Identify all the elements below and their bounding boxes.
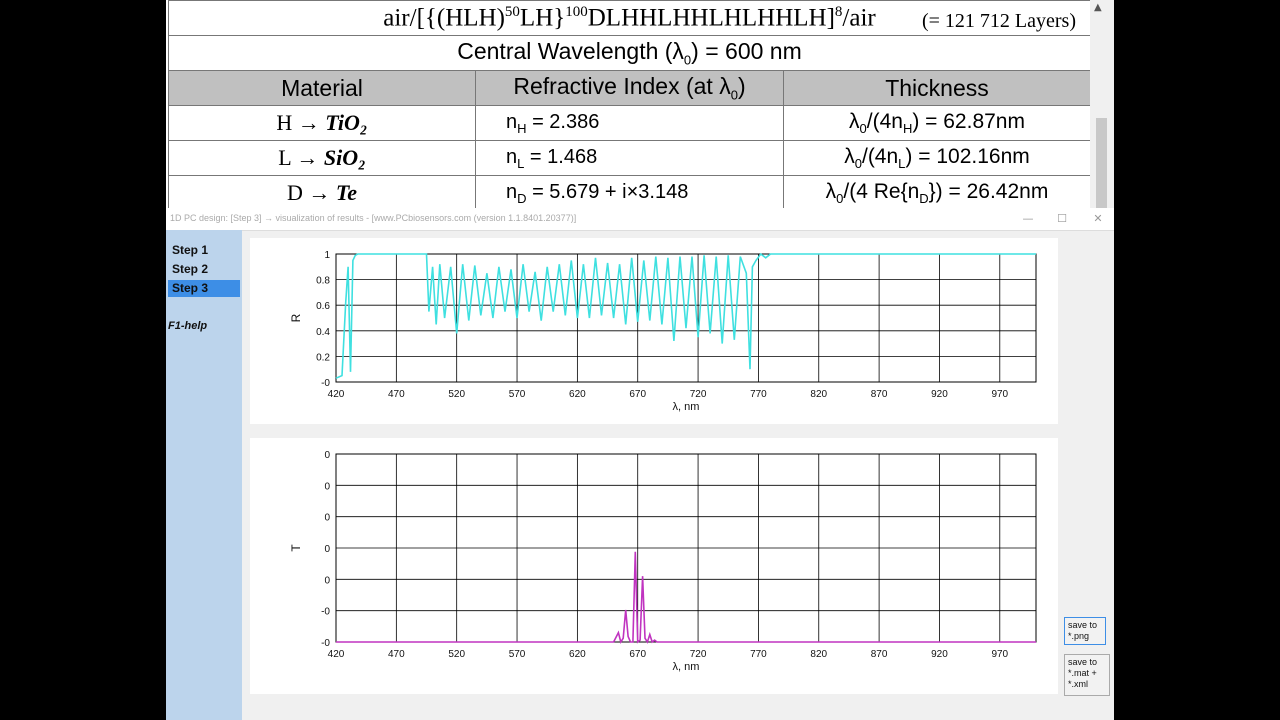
x-tick-label: 670 xyxy=(629,389,646,400)
material-row: D → Te nD = 5.679 + i×3.148 λ0/(4 Re{nD}… xyxy=(168,175,1091,210)
reflectance-chart-panel: 420 470 520 570 620 670 720 770 820 870 920 970 1 0.8… xyxy=(250,238,1058,424)
x-tick-label: 870 xyxy=(871,649,888,660)
thickness-cell: λ0/(4 Re{nD}) = 26.42nm xyxy=(783,175,1091,210)
x-tick-label: 670 xyxy=(629,649,646,660)
material-cell: D → Te xyxy=(168,175,476,210)
x-tick-label: 770 xyxy=(750,389,767,400)
x-tick-label: 970 xyxy=(991,389,1008,400)
layer-count: (= 121 712 Layers) xyxy=(921,10,1076,32)
reflectance-chart: 420 470 520 570 620 670 720 770 820 870 920 970 1 0.8… xyxy=(289,250,1037,413)
header-thickness: Thickness xyxy=(783,70,1091,106)
x-tick-label: 420 xyxy=(328,649,345,660)
window-title: 1D PC design: [Step 3] → visualization o… xyxy=(170,213,577,223)
x-axis-label: λ, nm xyxy=(673,401,700,413)
material-cell: H → TiO₂ xyxy=(168,105,476,141)
material-row: H → TiO₂ nH = 2.386 λ0/(4nH) = 62.87nm xyxy=(168,105,1091,141)
header-material: Material xyxy=(168,70,476,106)
plot-area xyxy=(335,253,1037,383)
structure-formula: air/[{(HLH)50LH}100DLHHLHHLHLHHLH]8/air … xyxy=(168,0,1091,36)
header-refractive-index: Refractive Index (at λ0) xyxy=(475,70,784,106)
x-tick-label: 620 xyxy=(569,649,586,660)
minimize-icon[interactable]: — xyxy=(1022,212,1034,225)
material-row: L → SiO₂ nL = 1.468 λ0/(4nL) = 102.16nm xyxy=(168,140,1091,176)
step-3-item[interactable]: Step 3 xyxy=(168,280,240,297)
x-tick-label: 820 xyxy=(810,649,827,660)
transmittance-chart: 420 470 520 570 620 670 720 770 820 870 920 970 0 0 0 0… xyxy=(289,450,1037,673)
save-mat-xml-button[interactable]: save to *.mat + *.xml xyxy=(1064,654,1110,696)
x-tick-label: 720 xyxy=(690,389,707,400)
step-2-item[interactable]: Step 2 xyxy=(172,262,209,276)
y-tick-label: -0 xyxy=(321,378,330,389)
index-cell: nL = 1.468 xyxy=(475,140,784,176)
y-tick-label: 1 xyxy=(324,250,330,261)
close-icon[interactable]: ✕ xyxy=(1093,212,1103,225)
y-tick-label: -0 xyxy=(321,607,330,618)
scrollbar-thumb[interactable] xyxy=(1096,118,1107,208)
x-tick-label: 570 xyxy=(509,649,526,660)
y-tick-label: 0 xyxy=(324,450,330,461)
y-tick-label: 0.2 xyxy=(316,352,330,363)
y-tick-label: 0 xyxy=(324,513,330,524)
index-cell: nH = 2.386 xyxy=(475,105,784,141)
save-png-button[interactable]: save to *.png xyxy=(1064,617,1106,645)
y-tick-label: 0.8 xyxy=(316,276,330,287)
y-tick-label: 0 xyxy=(324,544,330,555)
y-tick-label: 0 xyxy=(324,575,330,586)
x-tick-label: 970 xyxy=(991,649,1008,660)
y-tick-label: -0 xyxy=(321,638,330,649)
step-1-item[interactable]: Step 1 xyxy=(172,243,209,257)
x-tick-label: 420 xyxy=(328,389,345,400)
x-tick-label: 570 xyxy=(509,389,526,400)
material-cell: L → SiO₂ xyxy=(168,140,476,176)
y-axis-label: R xyxy=(289,313,303,322)
step-sidebar: Step 1 Step 2 Step 3 F1-help xyxy=(166,230,242,720)
title-bar[interactable]: 1D PC design: [Step 3] → visualization o… xyxy=(166,208,1114,231)
x-tick-label: 720 xyxy=(690,649,707,660)
x-tick-label: 470 xyxy=(388,389,405,400)
spec-table: air/[{(HLH)50LH}100DLHHLHHLHLHHLH]8/air … xyxy=(168,0,1091,210)
x-tick-label: 770 xyxy=(750,649,767,660)
x-tick-label: 820 xyxy=(810,389,827,400)
help-link[interactable]: F1-help xyxy=(168,320,208,332)
x-axis-label: λ, nm xyxy=(673,661,700,673)
thickness-cell: λ0/(4nH) = 62.87nm xyxy=(783,105,1091,141)
scroll-up-icon[interactable]: ▲ xyxy=(1094,2,1102,13)
series-line xyxy=(336,551,1036,644)
series-line xyxy=(335,252,1036,379)
x-tick-label: 870 xyxy=(871,389,888,400)
x-tick-label: 920 xyxy=(931,649,948,660)
x-tick-label: 620 xyxy=(569,389,586,400)
spec-document: air/[{(HLH)50LH}100DLHHLHHLHLHHLH]8/air … xyxy=(166,0,1114,210)
y-tick-label: 0 xyxy=(324,481,330,492)
document-scrollbar[interactable]: ▲ xyxy=(1090,0,1114,210)
x-tick-label: 920 xyxy=(931,389,948,400)
transmittance-chart-panel: 420 470 520 570 620 670 720 770 820 870 920 970 0 0 0 0… xyxy=(250,438,1058,694)
x-tick-label: 520 xyxy=(448,389,465,400)
x-tick-label: 470 xyxy=(388,649,405,660)
maximize-icon[interactable]: ☐ xyxy=(1057,212,1067,225)
index-cell: nD = 5.679 + i×3.148 xyxy=(475,175,784,210)
y-tick-label: 0.6 xyxy=(316,301,330,312)
y-axis-label: T xyxy=(289,544,303,552)
x-tick-label: 520 xyxy=(448,649,465,660)
central-wavelength: Central Wavelength (λ0) = 600 nm xyxy=(168,35,1091,71)
thickness-cell: λ0/(4nL) = 102.16nm xyxy=(783,140,1091,176)
app-window: 1D PC design: [Step 3] → visualization o… xyxy=(166,208,1114,720)
y-tick-label: 0.4 xyxy=(316,327,330,338)
